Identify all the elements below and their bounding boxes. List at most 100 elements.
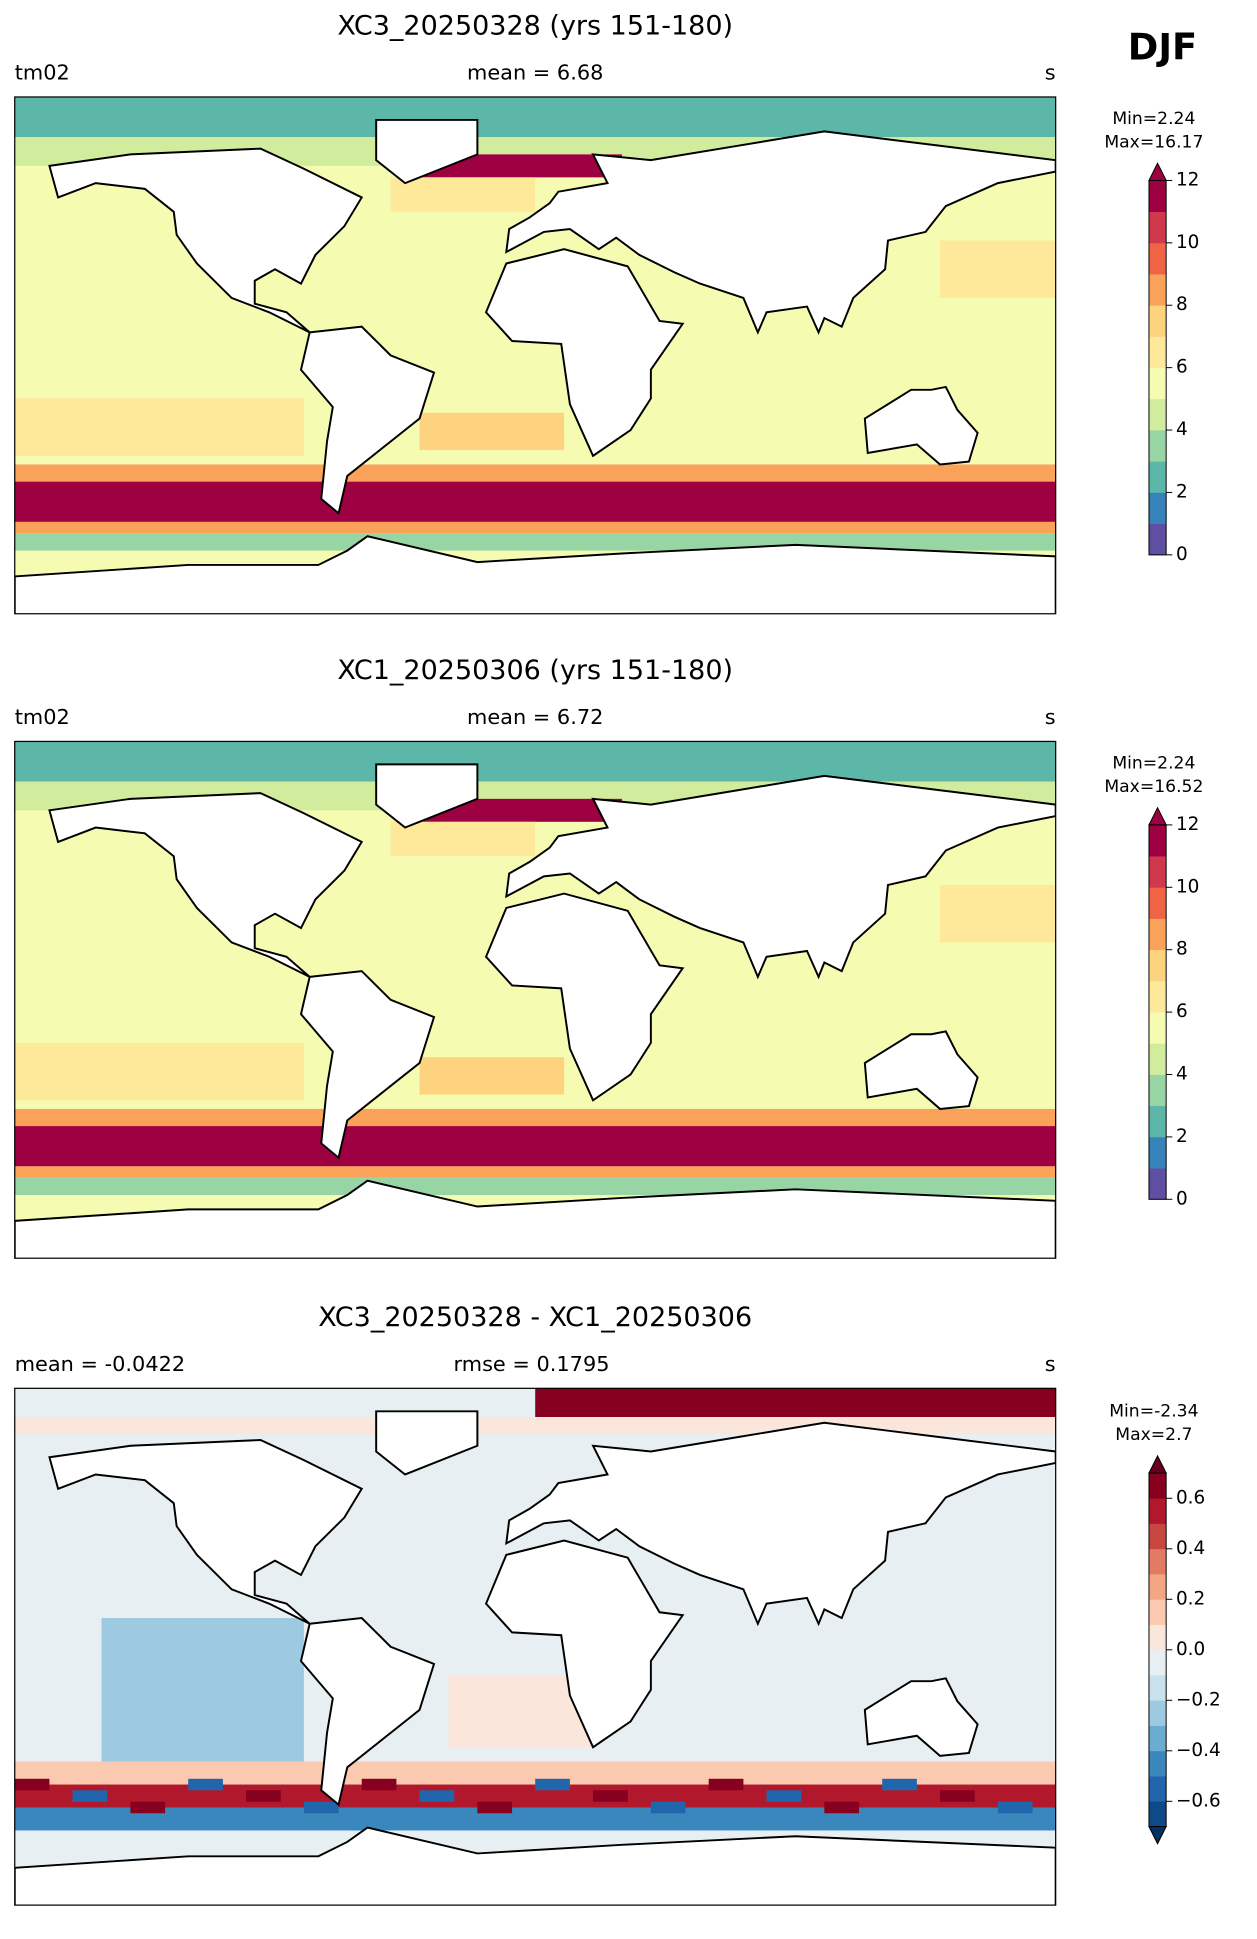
colorbar-segment <box>1148 1548 1167 1575</box>
colorbar-segment <box>1148 398 1167 431</box>
units-label: s <box>1045 705 1056 729</box>
field-band <box>14 96 1056 138</box>
field-band <box>188 1778 223 1791</box>
colorbar-segment <box>1148 430 1167 462</box>
field-band <box>650 1801 686 1814</box>
colorbar-segment <box>1148 1473 1167 1499</box>
left-label: tm02 <box>15 705 70 729</box>
field-band <box>997 1801 1033 1814</box>
colorbar-segment <box>1148 523 1167 556</box>
colorbar-tick-label: 12 <box>1176 169 1199 190</box>
colorbar-segment <box>1148 1168 1167 1200</box>
colorbar-segment <box>1148 1043 1167 1075</box>
colorbar-tick-label: 0.0 <box>1176 1639 1205 1660</box>
colorbar-tick-label: 6 <box>1176 357 1188 378</box>
min-label: Min=2.24 <box>1112 754 1195 774</box>
colorbar-tick-label: 0 <box>1176 1188 1188 1209</box>
map-field <box>14 741 1056 1259</box>
left-label: tm02 <box>15 61 70 85</box>
land <box>14 535 1056 614</box>
colorbar-segment <box>1148 1725 1167 1752</box>
colorbar-extend-max <box>1148 1454 1167 1474</box>
colorbar-segment <box>1148 824 1167 857</box>
colorbar-segment <box>1148 887 1167 919</box>
field-band <box>14 1042 304 1101</box>
field-band <box>101 1618 304 1762</box>
colorbar-segment <box>1148 1700 1167 1726</box>
field-band <box>593 1790 628 1802</box>
land <box>484 1539 685 1749</box>
field-band <box>14 398 304 456</box>
colorbar-segment <box>1148 1574 1167 1600</box>
max-label: Max=2.7 <box>1115 1425 1192 1445</box>
colorbar-segment <box>1148 856 1167 888</box>
colorbar-tick-label: −0.6 <box>1176 1790 1221 1811</box>
colorbar-tick-label: 10 <box>1176 876 1199 897</box>
colorbar-tick-label: 6 <box>1176 1001 1188 1022</box>
field-band <box>14 1177 1056 1196</box>
colorbar-tick-label: 0 <box>1176 544 1188 565</box>
field-band <box>419 1790 455 1802</box>
units-label: s <box>1045 61 1056 85</box>
field-band <box>419 798 622 822</box>
field-band <box>940 884 1056 943</box>
colorbar-segment <box>1148 1599 1167 1625</box>
land <box>505 130 1056 335</box>
land <box>863 385 979 466</box>
colorbar-segment <box>1148 305 1167 337</box>
land <box>48 147 364 334</box>
field-band <box>824 1801 860 1814</box>
land <box>863 1030 979 1110</box>
colorbar-segment <box>1148 918 1167 951</box>
colorbar-segment <box>1148 242 1167 275</box>
colorbar-tick-label: 12 <box>1176 814 1199 835</box>
center-label: rmse = 0.1795 <box>454 1352 610 1376</box>
colorbar-segment <box>1148 492 1167 525</box>
colorbar-segment <box>1148 1750 1167 1777</box>
season-label: DJF <box>1128 26 1197 69</box>
colorbar-segment <box>1148 949 1167 982</box>
field-band <box>535 1778 570 1791</box>
colorbar-tick-label: 0.2 <box>1176 1588 1205 1609</box>
field-band <box>14 1807 1056 1831</box>
land <box>14 1179 1056 1259</box>
land <box>505 1421 1056 1627</box>
field-band <box>14 533 1056 551</box>
field-band <box>882 1778 917 1791</box>
colorbar-tick-label: 0.6 <box>1176 1487 1205 1508</box>
map-frame <box>14 96 1057 615</box>
land <box>375 118 479 185</box>
colorbar-tick-label: 4 <box>1176 1063 1188 1084</box>
land <box>14 1826 1056 1906</box>
field-band <box>419 412 565 451</box>
field-band <box>14 1166 1056 1178</box>
colorbar-extend-min <box>1148 1826 1167 1845</box>
field-band <box>130 1801 166 1814</box>
map-field <box>14 1388 1056 1906</box>
colorbar-tick-label: 2 <box>1176 481 1188 502</box>
field-band <box>390 177 536 212</box>
colorbar-segment <box>1148 336 1167 369</box>
center-label: mean = 6.72 <box>467 705 603 729</box>
colorbar-segment <box>1148 274 1167 306</box>
colorbar-tick-label: 4 <box>1176 419 1188 440</box>
land <box>484 892 685 1102</box>
field-band <box>419 154 622 178</box>
colorbar-segment <box>1148 1649 1167 1676</box>
land <box>375 763 479 829</box>
colorbar-tick-label: 0.4 <box>1176 1538 1205 1559</box>
colorbar-segment <box>1148 180 1167 213</box>
panel-title: XC1_20250306 (yrs 151-180) <box>337 655 733 686</box>
colorbar-segment <box>1148 1105 1167 1138</box>
field-band <box>940 1790 975 1802</box>
field-band <box>246 1790 281 1802</box>
field-band <box>14 1126 1056 1167</box>
field-band <box>14 741 1056 782</box>
field-band <box>14 1778 50 1791</box>
field-band <box>535 1388 1056 1418</box>
land <box>299 325 436 516</box>
colorbar-tick-label: −0.4 <box>1176 1740 1221 1761</box>
units-label: s <box>1045 1352 1056 1376</box>
min-label: Min=2.24 <box>1112 109 1195 129</box>
